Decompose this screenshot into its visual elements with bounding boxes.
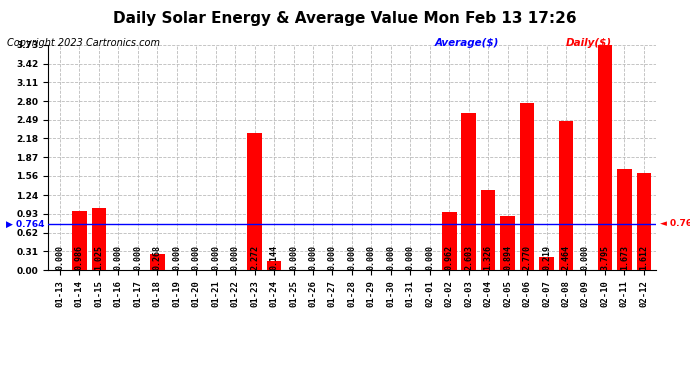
- Text: 0.000: 0.000: [328, 245, 337, 270]
- Bar: [617, 169, 631, 270]
- Bar: [520, 103, 534, 270]
- Text: 0.894: 0.894: [503, 245, 512, 270]
- Text: 2.272: 2.272: [250, 245, 259, 270]
- Text: Average($): Average($): [435, 38, 499, 48]
- Bar: [559, 122, 573, 270]
- Text: 0.962: 0.962: [445, 245, 454, 270]
- Bar: [72, 210, 87, 270]
- Text: 0.000: 0.000: [347, 245, 357, 270]
- Text: 0.000: 0.000: [133, 245, 142, 270]
- Bar: [598, 41, 612, 270]
- Bar: [462, 113, 476, 270]
- Bar: [247, 133, 262, 270]
- Text: 0.000: 0.000: [192, 245, 201, 270]
- Bar: [481, 190, 495, 270]
- Text: ▶ 0.764: ▶ 0.764: [6, 219, 44, 228]
- Text: 0.000: 0.000: [55, 245, 64, 270]
- Text: 0.144: 0.144: [270, 245, 279, 270]
- Text: 0.000: 0.000: [425, 245, 434, 270]
- Bar: [636, 173, 651, 270]
- Text: 0.000: 0.000: [211, 245, 220, 270]
- Bar: [92, 208, 106, 270]
- Bar: [267, 261, 282, 270]
- Text: 0.000: 0.000: [367, 245, 376, 270]
- Text: 2.603: 2.603: [464, 245, 473, 270]
- Text: 0.268: 0.268: [152, 245, 161, 270]
- Text: 0.986: 0.986: [75, 245, 84, 270]
- Text: 1.326: 1.326: [484, 245, 493, 270]
- Text: 1.612: 1.612: [640, 245, 649, 270]
- Text: 3.795: 3.795: [600, 245, 609, 270]
- Bar: [442, 212, 457, 270]
- Text: Daily Solar Energy & Average Value Mon Feb 13 17:26: Daily Solar Energy & Average Value Mon F…: [113, 11, 577, 26]
- Bar: [539, 257, 554, 270]
- Text: 0.000: 0.000: [581, 245, 590, 270]
- Text: 0.000: 0.000: [114, 245, 123, 270]
- Text: 1.673: 1.673: [620, 245, 629, 270]
- Text: 0.000: 0.000: [386, 245, 395, 270]
- Text: 0.000: 0.000: [308, 245, 317, 270]
- Bar: [500, 216, 515, 270]
- Text: ◄ 0.764: ◄ 0.764: [660, 219, 690, 228]
- Text: 0.000: 0.000: [172, 245, 181, 270]
- Text: 0.000: 0.000: [406, 245, 415, 270]
- Text: 0.000: 0.000: [230, 245, 239, 270]
- Text: 0.000: 0.000: [289, 245, 298, 270]
- Text: 0.219: 0.219: [542, 245, 551, 270]
- Text: Copyright 2023 Cartronics.com: Copyright 2023 Cartronics.com: [7, 38, 160, 48]
- Text: 1.025: 1.025: [95, 245, 103, 270]
- Text: 2.464: 2.464: [562, 245, 571, 270]
- Text: Daily($): Daily($): [566, 38, 612, 48]
- Bar: [150, 254, 165, 270]
- Text: 2.770: 2.770: [522, 245, 531, 270]
